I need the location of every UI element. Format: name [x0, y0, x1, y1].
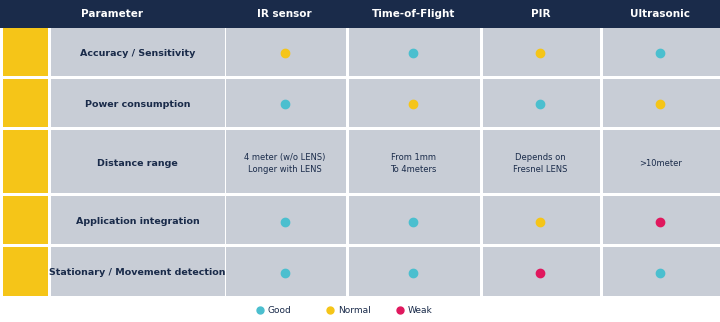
Text: From 1mm
To 4meters: From 1mm To 4meters — [390, 153, 436, 174]
FancyBboxPatch shape — [226, 130, 346, 193]
Text: Ultrasonic: Ultrasonic — [630, 9, 690, 19]
Text: Parameter: Parameter — [81, 9, 143, 19]
Text: Normal: Normal — [338, 306, 371, 315]
FancyBboxPatch shape — [50, 247, 225, 296]
FancyBboxPatch shape — [3, 196, 48, 244]
FancyBboxPatch shape — [226, 196, 346, 244]
FancyBboxPatch shape — [3, 130, 48, 193]
FancyBboxPatch shape — [483, 247, 600, 296]
FancyBboxPatch shape — [223, 0, 346, 28]
FancyBboxPatch shape — [3, 247, 48, 296]
FancyBboxPatch shape — [50, 79, 225, 127]
Text: Power consumption: Power consumption — [85, 100, 190, 109]
FancyBboxPatch shape — [226, 79, 346, 127]
Text: Accuracy / Sensitivity: Accuracy / Sensitivity — [80, 49, 195, 58]
FancyBboxPatch shape — [3, 28, 48, 76]
FancyBboxPatch shape — [603, 130, 720, 193]
Text: Distance range: Distance range — [97, 159, 178, 168]
FancyBboxPatch shape — [603, 79, 720, 127]
FancyBboxPatch shape — [346, 0, 480, 28]
FancyBboxPatch shape — [226, 28, 346, 76]
FancyBboxPatch shape — [600, 0, 720, 28]
FancyBboxPatch shape — [226, 247, 346, 296]
FancyBboxPatch shape — [483, 196, 600, 244]
FancyBboxPatch shape — [349, 79, 480, 127]
Text: Stationary / Movement detection: Stationary / Movement detection — [50, 269, 226, 278]
Text: 4 meter (w/o LENS)
Longer with LENS: 4 meter (w/o LENS) Longer with LENS — [244, 153, 325, 174]
Text: Depends on
Fresnel LENS: Depends on Fresnel LENS — [513, 153, 567, 174]
Text: Application integration: Application integration — [76, 217, 199, 226]
FancyBboxPatch shape — [349, 130, 480, 193]
FancyBboxPatch shape — [483, 130, 600, 193]
FancyBboxPatch shape — [50, 196, 225, 244]
FancyBboxPatch shape — [483, 79, 600, 127]
Text: Good: Good — [268, 306, 292, 315]
FancyBboxPatch shape — [603, 28, 720, 76]
FancyBboxPatch shape — [349, 247, 480, 296]
Text: IR sensor: IR sensor — [257, 9, 312, 19]
FancyBboxPatch shape — [480, 0, 600, 28]
FancyBboxPatch shape — [603, 247, 720, 296]
FancyBboxPatch shape — [0, 0, 223, 28]
FancyBboxPatch shape — [483, 28, 600, 76]
FancyBboxPatch shape — [50, 28, 225, 76]
Text: >10meter: >10meter — [639, 159, 682, 168]
Text: PIR: PIR — [531, 9, 550, 19]
Text: Weak: Weak — [408, 306, 433, 315]
Text: Time-of-Flight: Time-of-Flight — [372, 9, 455, 19]
FancyBboxPatch shape — [349, 196, 480, 244]
FancyBboxPatch shape — [349, 28, 480, 76]
FancyBboxPatch shape — [603, 196, 720, 244]
FancyBboxPatch shape — [3, 79, 48, 127]
FancyBboxPatch shape — [50, 130, 225, 193]
